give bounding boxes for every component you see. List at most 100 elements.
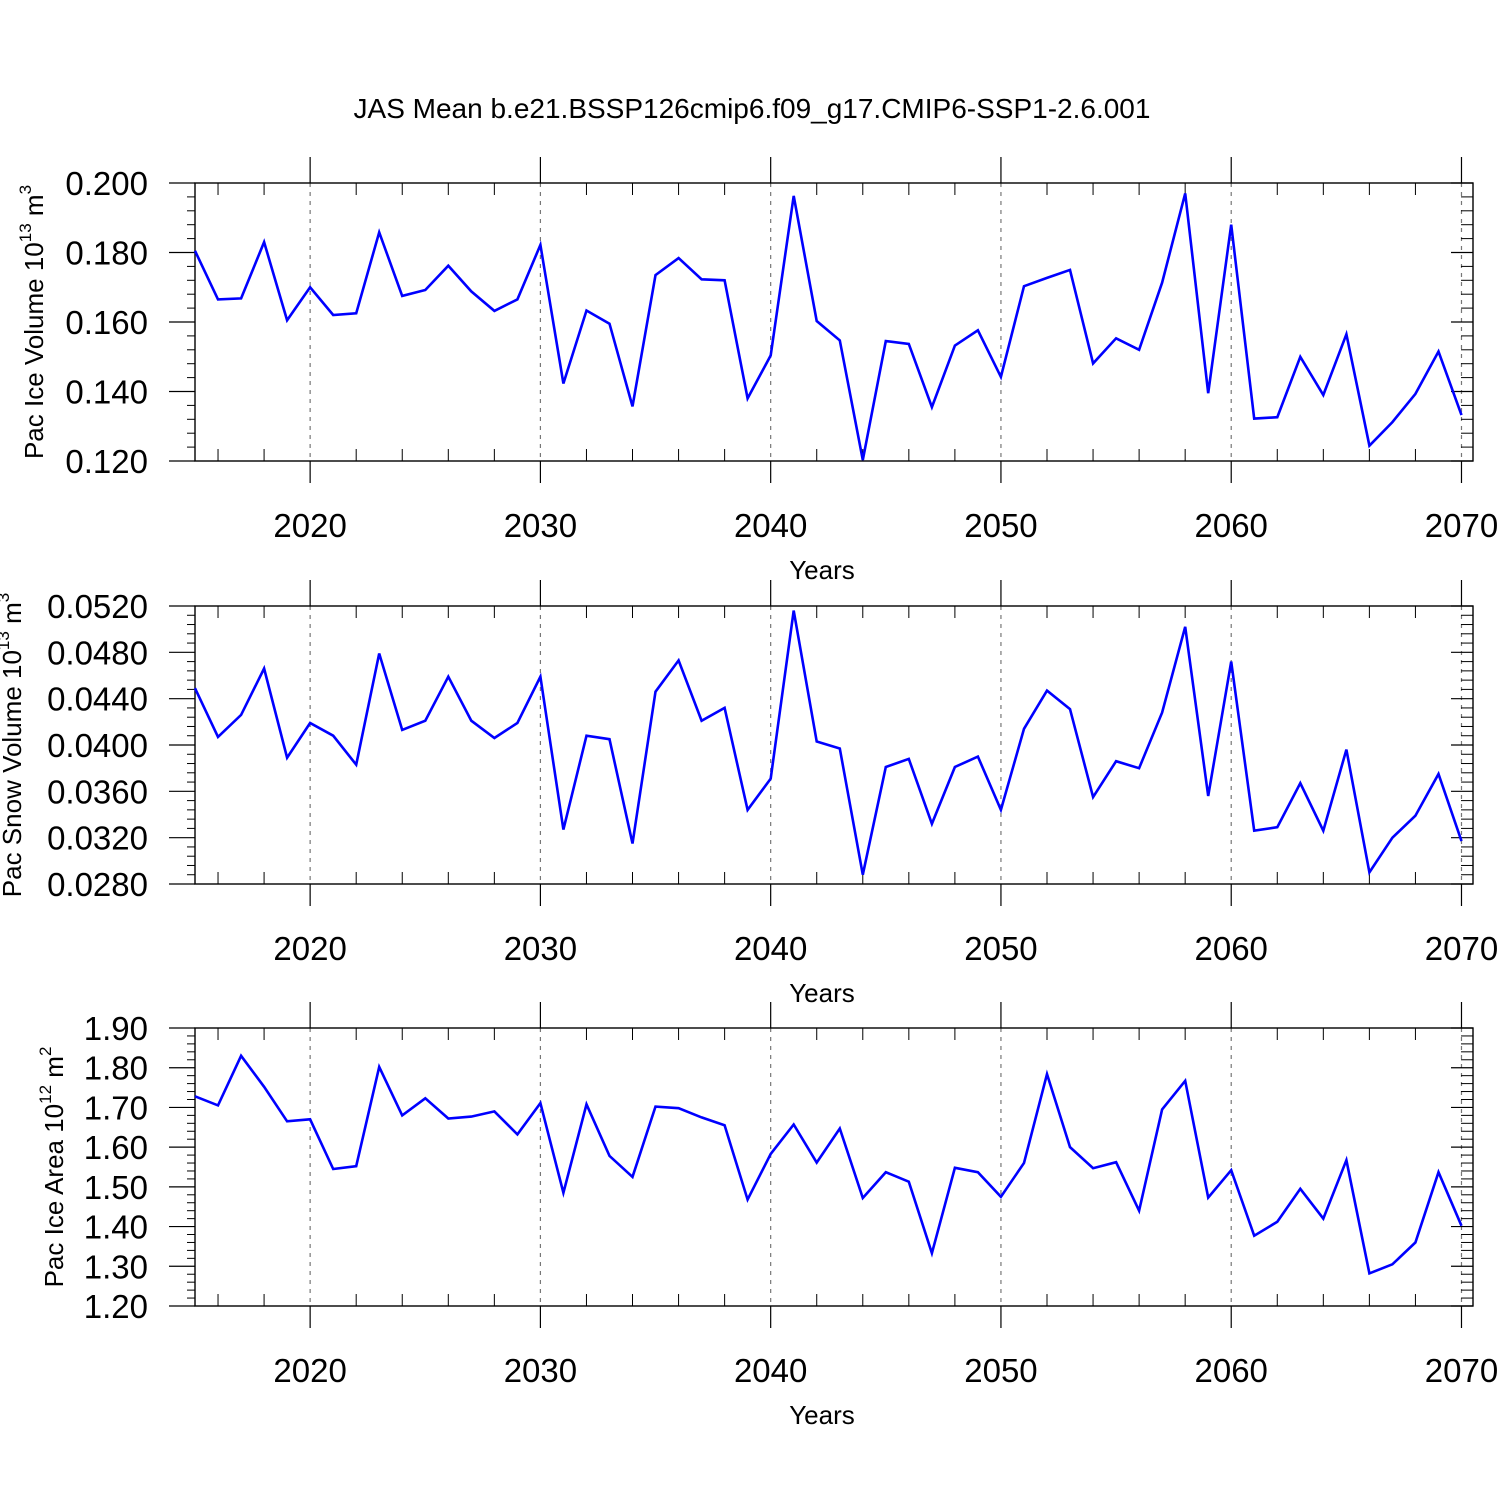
snow-volume-point-2022 xyxy=(354,763,358,767)
ice-volume-point-2055 xyxy=(1114,336,1118,340)
ice-area-point-2050 xyxy=(999,1195,1003,1199)
snow-volume-y-tick-label-0: 0.0280 xyxy=(47,866,148,903)
snow-volume-point-2049 xyxy=(976,755,980,759)
ice-volume-plot-frame xyxy=(194,182,1474,462)
ice-area-point-2033 xyxy=(608,1154,612,1158)
ice-area-y-tick-label-0: 1.20 xyxy=(84,1288,148,1325)
ice-area-x-tick-label-0: 2020 xyxy=(273,1352,346,1389)
snow-volume-point-2024 xyxy=(400,728,404,732)
ice-area-point-2062 xyxy=(1275,1220,1279,1224)
ice-area-panel: Pac Ice Area 1012 m2 Years 2020 2030 2040 2… xyxy=(36,1002,1498,1430)
snow-volume-point-2046 xyxy=(907,757,911,761)
ice-volume-point-2040 xyxy=(769,353,773,357)
ice-volume-point-2028 xyxy=(492,309,496,313)
ice-area-point-2036 xyxy=(677,1106,681,1110)
ice-area-y-tick-label-3: 1.50 xyxy=(84,1169,148,1206)
ice-volume-point-2024 xyxy=(400,294,404,298)
snow-volume-point-2061 xyxy=(1252,829,1256,833)
snow-volume-point-2038 xyxy=(723,706,727,710)
snow-volume-point-2033 xyxy=(608,737,612,741)
snow-volume-point-2023 xyxy=(377,652,381,656)
snow-volume-point-2070 xyxy=(1460,839,1464,843)
ice-volume-point-2057 xyxy=(1160,281,1164,285)
ice-area-point-2018 xyxy=(262,1085,266,1089)
ice-area-point-2039 xyxy=(746,1198,750,1202)
ice-area-point-2065 xyxy=(1344,1158,1348,1162)
snow-volume-point-2016 xyxy=(216,735,220,739)
snow-volume-y-tick-label-6: 0.0520 xyxy=(47,588,148,625)
ice-volume-x-tick-label-3: 2050 xyxy=(964,507,1037,544)
ice-volume-point-2061 xyxy=(1252,417,1256,421)
ice-volume-point-2038 xyxy=(723,278,727,282)
ice-area-point-2064 xyxy=(1321,1217,1325,1221)
snow-volume-x-tick-label-4: 2060 xyxy=(1195,930,1268,967)
ice-area-x-tick-label-4: 2060 xyxy=(1195,1352,1268,1389)
ice-volume-point-2031 xyxy=(561,382,565,386)
ice-area-point-2017 xyxy=(239,1054,243,1058)
snow-volume-point-2067 xyxy=(1390,836,1394,840)
ice-area-point-2045 xyxy=(884,1170,888,1174)
ice-area-point-2016 xyxy=(216,1103,220,1107)
ice-area-point-2029 xyxy=(515,1132,519,1136)
snow-volume-point-2056 xyxy=(1137,766,1141,770)
ice-volume-point-2020 xyxy=(308,285,312,289)
ice-area-point-2031 xyxy=(561,1191,565,1195)
ice-area-point-2066 xyxy=(1367,1271,1371,1275)
snow-volume-point-2047 xyxy=(930,822,934,826)
ice-volume-y-tick-label-3: 0.180 xyxy=(65,235,148,272)
snow-volume-xlabel: Years xyxy=(789,978,855,1008)
ice-area-point-2021 xyxy=(331,1167,335,1171)
ice-area-ylabel: Pac Ice Area 1012 m2 xyxy=(36,1047,69,1288)
ice-volume-point-2052 xyxy=(1045,276,1049,280)
ice-area-point-2070 xyxy=(1460,1224,1464,1228)
ice-area-point-2028 xyxy=(492,1109,496,1113)
snow-volume-point-2017 xyxy=(239,713,243,717)
ice-area-point-2053 xyxy=(1068,1145,1072,1149)
snow-volume-point-2057 xyxy=(1160,711,1164,715)
snow-volume-y-tick-label-2: 0.0360 xyxy=(47,773,148,810)
snow-volume-point-2045 xyxy=(884,765,888,769)
ice-volume-point-2035 xyxy=(654,273,658,277)
ice-volume-point-2067 xyxy=(1390,420,1394,424)
ice-volume-point-2063 xyxy=(1298,355,1302,359)
ice-area-point-2061 xyxy=(1252,1234,1256,1238)
snow-volume-point-2055 xyxy=(1114,759,1118,763)
ice-area-point-2058 xyxy=(1183,1079,1187,1083)
snow-volume-y-tick-label-3: 0.0400 xyxy=(47,727,148,764)
ice-area-point-2042 xyxy=(815,1161,819,1165)
ice-volume-point-2050 xyxy=(999,375,1003,379)
ice-area-y-tick-label-7: 1.90 xyxy=(84,1010,148,1047)
ice-area-point-2022 xyxy=(354,1164,358,1168)
ice-area-point-2056 xyxy=(1137,1209,1141,1213)
ice-volume-point-2026 xyxy=(446,264,450,268)
ice-volume-point-2069 xyxy=(1437,350,1441,354)
snow-volume-point-2018 xyxy=(262,667,266,671)
snow-volume-point-2032 xyxy=(585,734,589,738)
ice-volume-point-2058 xyxy=(1183,191,1187,195)
ice-volume-x-tick-label-5: 2070 xyxy=(1425,507,1498,544)
ice-volume-point-2015 xyxy=(193,249,197,253)
ice-volume-point-2036 xyxy=(677,256,681,260)
ice-area-y-tick-label-1: 1.30 xyxy=(84,1248,148,1285)
ice-area-xlabel: Years xyxy=(789,1400,855,1430)
snow-volume-x-tick-label-1: 2030 xyxy=(504,930,577,967)
ice-volume-y-tick-label-4: 0.200 xyxy=(65,165,148,202)
ice-area-point-2026 xyxy=(446,1117,450,1121)
ice-area-point-2019 xyxy=(285,1119,289,1123)
ice-volume-point-2021 xyxy=(331,313,335,317)
snow-volume-point-2054 xyxy=(1091,795,1095,799)
snow-volume-point-2039 xyxy=(746,808,750,812)
snow-volume-point-2050 xyxy=(999,808,1003,812)
ice-volume-point-2056 xyxy=(1137,348,1141,352)
snow-volume-point-2060 xyxy=(1229,660,1233,664)
ice-volume-point-2048 xyxy=(953,344,957,348)
ice-area-point-2068 xyxy=(1413,1241,1417,1245)
snow-volume-point-2044 xyxy=(861,873,865,877)
ice-volume-point-2030 xyxy=(538,243,542,247)
ice-volume-point-2042 xyxy=(815,319,819,323)
snow-volume-x-tick-label-0: 2020 xyxy=(273,930,346,967)
ice-area-point-2059 xyxy=(1206,1196,1210,1200)
ice-volume-point-2037 xyxy=(700,277,704,281)
ice-area-x-tick-label-5: 2070 xyxy=(1425,1352,1498,1389)
